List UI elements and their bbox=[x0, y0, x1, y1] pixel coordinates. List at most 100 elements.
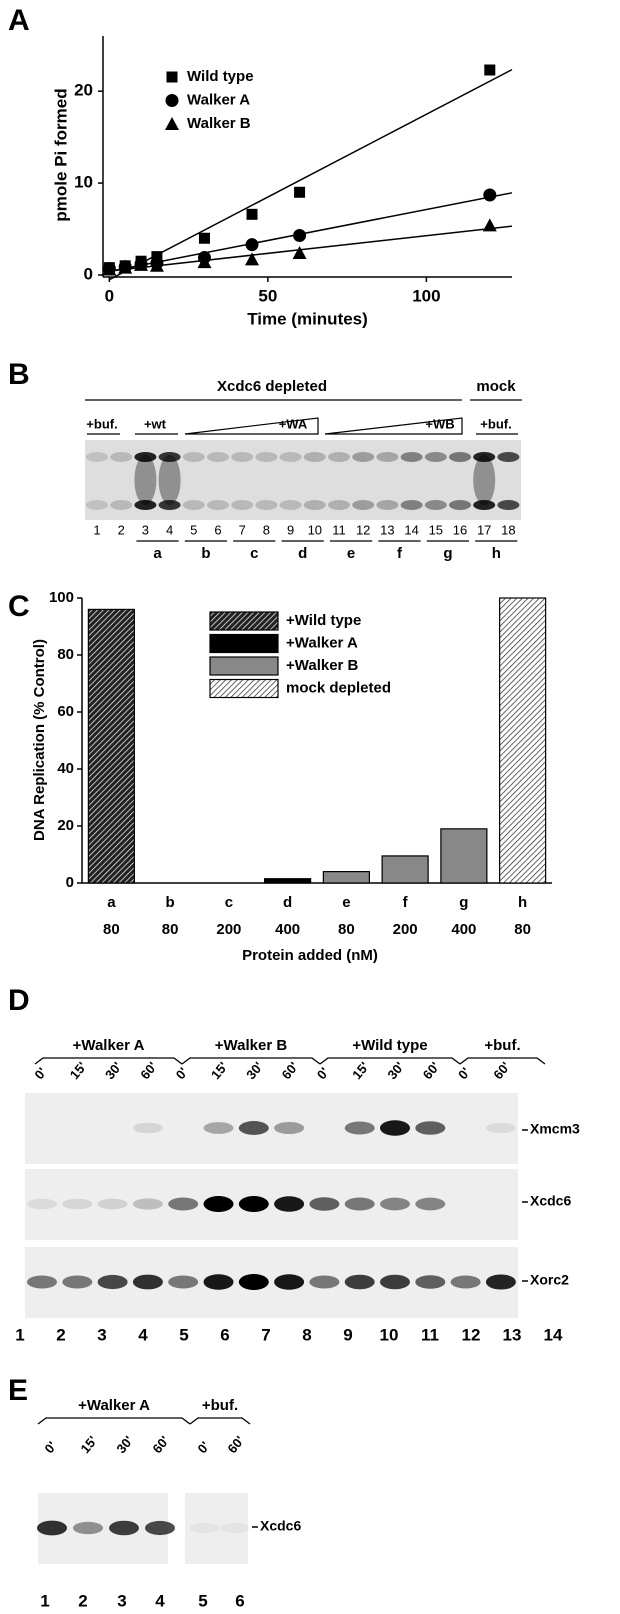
lane-number: 5 bbox=[198, 1591, 207, 1610]
bracket bbox=[34, 1057, 183, 1065]
time-label: 30' bbox=[243, 1059, 266, 1082]
band bbox=[344, 1274, 375, 1290]
band bbox=[238, 1274, 269, 1290]
legend-label: Wild type bbox=[187, 68, 254, 85]
group-label: +buf. bbox=[484, 1037, 520, 1054]
band bbox=[182, 452, 205, 462]
legend-marker bbox=[165, 94, 179, 107]
group-label: +Wild type bbox=[352, 1037, 427, 1054]
time-label: 60' bbox=[149, 1433, 172, 1456]
lane-number: 5 bbox=[190, 522, 197, 537]
x-tick-label: 0 bbox=[105, 286, 114, 305]
panel-letter: A bbox=[8, 4, 30, 37]
x-tick-label: h bbox=[518, 894, 527, 911]
bar bbox=[87, 608, 135, 884]
bracket bbox=[319, 1057, 461, 1065]
lane-number: 2 bbox=[118, 522, 125, 537]
band bbox=[303, 452, 326, 462]
lane-number: 9 bbox=[287, 522, 294, 537]
marker bbox=[245, 238, 259, 252]
time-label: 15' bbox=[77, 1433, 100, 1456]
pair-label: h bbox=[492, 545, 501, 562]
legend-marker bbox=[166, 71, 178, 83]
y-tick-label: 10 bbox=[74, 173, 93, 192]
time-label: 0' bbox=[194, 1439, 212, 1457]
band bbox=[134, 455, 157, 505]
band bbox=[279, 452, 302, 462]
pair-label: d bbox=[298, 545, 307, 562]
band bbox=[274, 1274, 305, 1290]
marker bbox=[246, 208, 258, 220]
band bbox=[168, 1197, 199, 1211]
band bbox=[449, 452, 471, 462]
lane-number: 7 bbox=[239, 522, 246, 537]
lane-number: 1 bbox=[93, 522, 100, 537]
band bbox=[132, 1198, 163, 1210]
band bbox=[97, 1198, 128, 1210]
group-label: Xcdc6 depleted bbox=[217, 378, 327, 395]
band bbox=[37, 1520, 67, 1536]
condition-label: +buf. bbox=[86, 416, 117, 431]
marker bbox=[483, 188, 497, 202]
panel-letter: E bbox=[8, 1374, 28, 1407]
band bbox=[203, 1196, 234, 1212]
band bbox=[231, 500, 254, 510]
time-label: 60' bbox=[420, 1059, 443, 1082]
band bbox=[182, 500, 205, 510]
band bbox=[309, 1275, 340, 1289]
time-label: 0' bbox=[41, 1439, 59, 1457]
condition-label: +buf. bbox=[480, 416, 511, 431]
bar bbox=[499, 597, 547, 884]
band bbox=[473, 452, 496, 462]
band bbox=[62, 1275, 93, 1289]
band bbox=[110, 452, 133, 462]
band bbox=[132, 1122, 163, 1134]
time-label: 15' bbox=[208, 1059, 231, 1082]
legend-swatch bbox=[209, 633, 279, 654]
band bbox=[86, 452, 108, 462]
x-tick-label: b bbox=[166, 894, 175, 911]
legend-label: Walker B bbox=[187, 115, 251, 132]
band bbox=[132, 1274, 163, 1290]
condition-label: +WA bbox=[279, 416, 308, 431]
band bbox=[190, 1522, 220, 1534]
x-axis-title: Protein added (nM) bbox=[242, 947, 378, 964]
wedge bbox=[184, 417, 319, 435]
lane-number: 14 bbox=[404, 522, 418, 537]
band bbox=[158, 452, 181, 462]
lane-number: 13 bbox=[380, 522, 394, 537]
lane-number: 5 bbox=[179, 1325, 188, 1344]
band bbox=[344, 1197, 375, 1211]
band bbox=[134, 500, 157, 510]
band bbox=[274, 1121, 305, 1135]
band bbox=[255, 500, 278, 510]
band bbox=[376, 500, 399, 510]
condition-label: +wt bbox=[144, 416, 167, 431]
time-label: 60' bbox=[224, 1433, 247, 1456]
panel-letter: B bbox=[8, 358, 30, 391]
time-label: 0' bbox=[31, 1065, 49, 1083]
bar bbox=[381, 855, 429, 884]
band bbox=[328, 452, 350, 462]
marker bbox=[149, 258, 164, 272]
band bbox=[376, 452, 399, 462]
x-tick-label: 80 bbox=[103, 921, 120, 938]
x-tick-label: a bbox=[107, 894, 116, 911]
legend-swatch bbox=[209, 678, 279, 699]
time-label: 0' bbox=[455, 1065, 473, 1083]
y-tick-label: 20 bbox=[74, 81, 93, 100]
band bbox=[450, 1275, 481, 1289]
lane-number: 4 bbox=[166, 522, 173, 537]
band bbox=[27, 1198, 57, 1210]
time-label: 30' bbox=[113, 1433, 136, 1456]
x-tick-label: d bbox=[283, 894, 292, 911]
band bbox=[415, 1121, 446, 1135]
x-axis-title: Time (minutes) bbox=[247, 309, 368, 328]
y-tick-label: 40 bbox=[57, 760, 74, 777]
marker bbox=[482, 218, 497, 232]
band bbox=[86, 500, 108, 510]
marker bbox=[197, 255, 212, 269]
panel-letter: C bbox=[8, 590, 30, 623]
band bbox=[207, 452, 229, 462]
lane-number: 6 bbox=[214, 522, 221, 537]
